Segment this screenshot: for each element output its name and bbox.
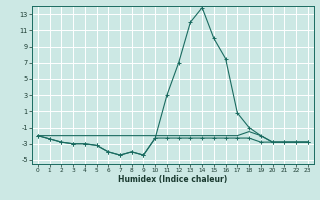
X-axis label: Humidex (Indice chaleur): Humidex (Indice chaleur) <box>118 175 228 184</box>
